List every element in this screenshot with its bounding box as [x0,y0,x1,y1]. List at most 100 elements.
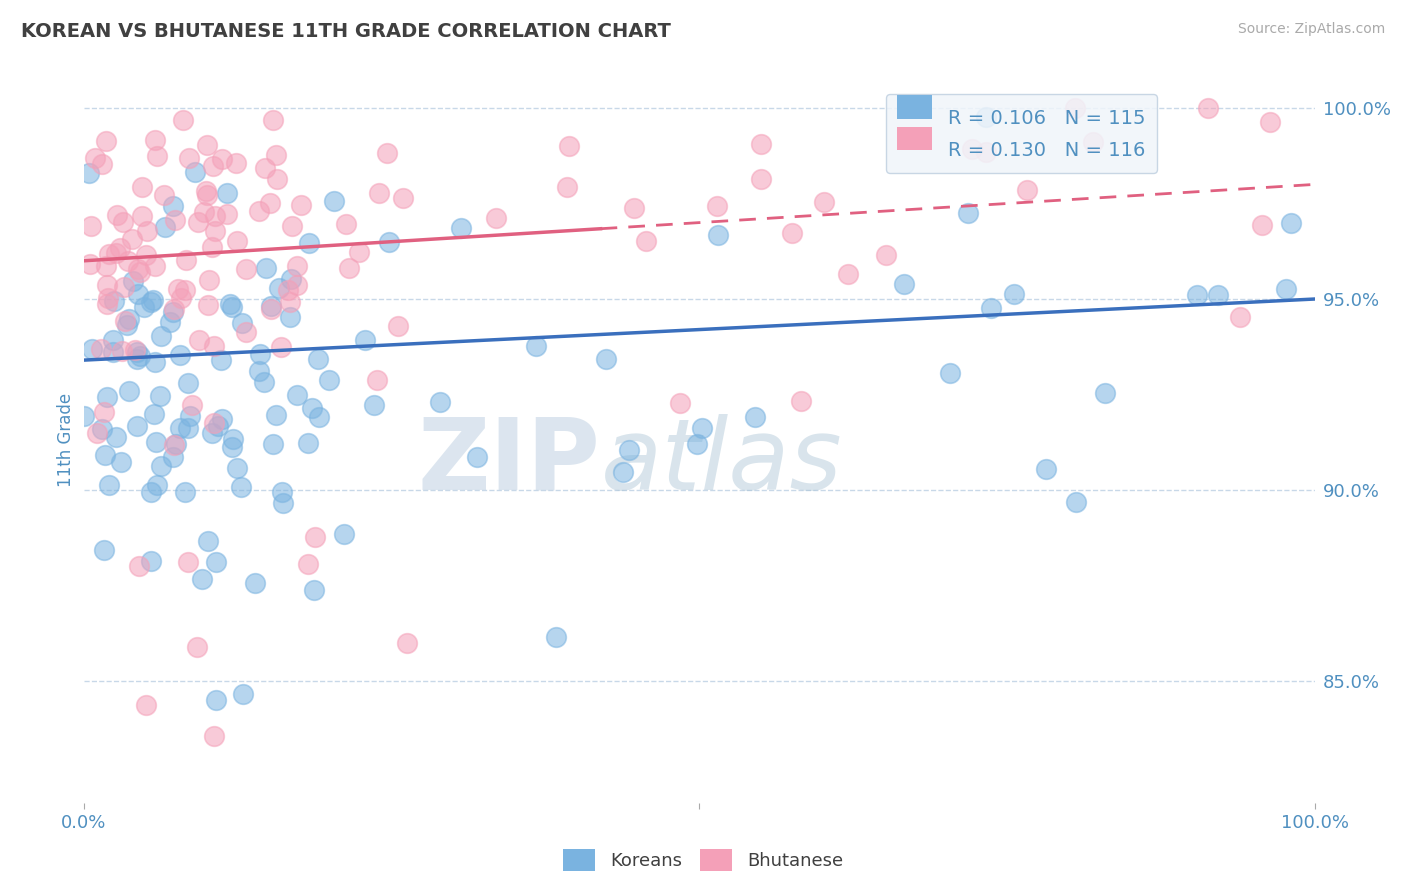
Point [112,215,135,229]
Point [191,572,214,586]
Point [367,186,389,201]
Point [202,729,225,743]
Point [84,152,107,166]
Point [247,203,270,218]
Point [142,293,165,307]
Point [634,234,657,248]
Point [253,161,276,176]
Point [429,395,451,409]
Point [96,297,118,311]
Point [307,351,329,366]
Point [135,248,157,262]
Point [94,448,117,462]
Point [202,416,225,430]
Point [1064,101,1087,115]
Point [209,352,232,367]
Text: KOREAN VS BHUTANESE 11TH GRADE CORRELATION CHART: KOREAN VS BHUTANESE 11TH GRADE CORRELATI… [21,22,671,41]
Point [135,698,157,712]
Point [780,226,803,240]
Point [395,636,418,650]
Point [98,247,121,261]
Y-axis label: 11th Grade: 11th Grade [58,393,75,487]
Point [235,261,257,276]
Point [264,147,287,161]
Point [177,555,200,569]
Point [215,206,238,220]
Point [162,199,184,213]
Text: atlas: atlas [600,414,842,510]
Point [226,234,249,248]
Point [260,302,283,317]
Point [177,376,200,391]
Point [153,188,176,202]
Point [149,389,172,403]
Point [205,692,228,706]
Point [139,295,162,310]
Point [202,159,225,173]
Point [749,172,772,186]
Point [335,217,357,231]
Point [96,390,118,404]
Point [173,283,195,297]
Point [259,195,281,210]
Point [174,253,197,268]
Point [215,186,238,200]
Point [112,280,135,294]
Point [179,151,201,165]
Point [706,228,728,243]
Point [686,437,709,451]
Point [145,355,167,369]
Point [101,333,124,347]
Point [347,245,370,260]
Text: Source: ZipAtlas.com: Source: ZipAtlas.com [1237,22,1385,37]
Point [260,299,283,313]
Point [94,134,117,148]
Legend: R = 0.106   N = 115, R = 0.130   N = 116: R = 0.106 N = 115, R = 0.130 N = 116 [886,95,1157,173]
Point [103,294,125,309]
Point [266,171,288,186]
Point [375,146,398,161]
Point [231,481,253,495]
Point [1275,282,1298,296]
Point [128,265,150,279]
Point [184,165,207,179]
Point [304,530,326,544]
Point [132,300,155,314]
Point [128,349,150,363]
Point [1035,461,1057,475]
Point [595,351,617,366]
Point [612,465,634,479]
Point [194,184,217,198]
Point [221,441,243,455]
Point [813,194,835,209]
Point [186,640,208,655]
Point [170,291,193,305]
Point [1229,310,1251,325]
Point [285,259,308,273]
Point [127,344,149,359]
Point [145,259,167,273]
Point [77,166,100,180]
Point [333,527,356,541]
Point [150,458,173,473]
Point [204,209,226,223]
Point [98,478,121,492]
Point [124,343,146,357]
Point [280,219,302,233]
Point [146,149,169,163]
Point [145,435,167,450]
Point [141,485,163,500]
Point [96,259,118,273]
Point [163,438,186,452]
Point [269,281,291,295]
Point [169,420,191,434]
Point [211,152,233,166]
Point [1206,287,1229,301]
Legend: Koreans, Bhutanese: Koreans, Bhutanese [555,842,851,879]
Point [465,450,488,464]
Point [122,274,145,288]
Point [302,582,325,597]
Point [211,411,233,425]
Point [875,248,897,262]
Point [114,313,136,327]
